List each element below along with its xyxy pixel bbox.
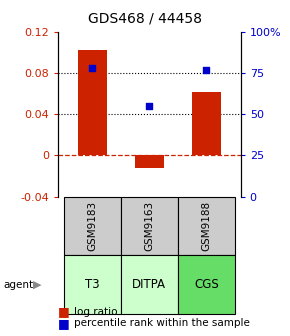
Bar (64, 197, 121, 255)
Bar (192, 92, 221, 155)
Text: GSM9163: GSM9163 (144, 201, 154, 251)
Text: ▶: ▶ (33, 280, 42, 290)
Text: log ratio: log ratio (74, 307, 117, 317)
Point (147, 103, 152, 109)
Text: ■: ■ (58, 317, 70, 330)
Text: T3: T3 (85, 278, 99, 291)
Text: ■: ■ (58, 305, 70, 318)
Bar (178, 197, 235, 255)
Text: GSM9183: GSM9183 (87, 201, 97, 251)
Text: CGS: CGS (194, 278, 219, 291)
Bar (178, 255, 235, 314)
Text: agent: agent (3, 280, 33, 290)
Point (204, 67, 209, 73)
Text: percentile rank within the sample: percentile rank within the sample (74, 318, 250, 328)
Bar (121, 197, 178, 255)
Text: DITPA: DITPA (132, 278, 166, 291)
Bar (135, 155, 164, 168)
Bar (121, 255, 178, 314)
Point (90, 66, 95, 71)
Text: GDS468 / 44458: GDS468 / 44458 (88, 12, 202, 26)
Bar (64, 255, 121, 314)
Bar (78, 50, 106, 155)
Text: GSM9188: GSM9188 (202, 201, 211, 251)
